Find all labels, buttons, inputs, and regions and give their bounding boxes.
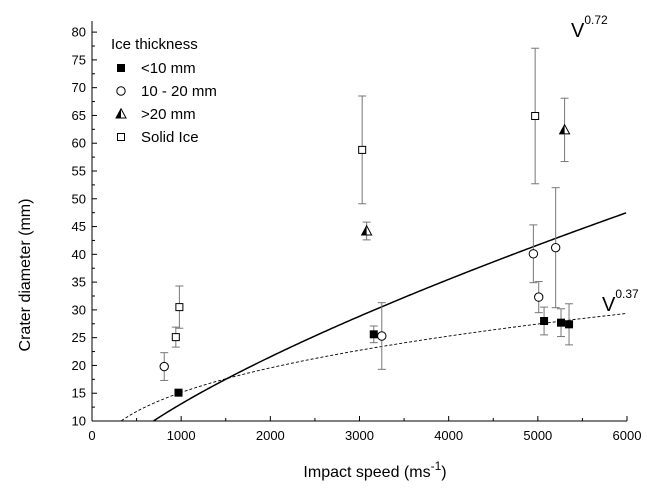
x-tick-label-2000: 2000 bbox=[256, 428, 285, 443]
y-tick-label-70: 70 bbox=[72, 80, 86, 95]
y-tick-label-10: 10 bbox=[72, 414, 86, 429]
data-point-s3-p2 bbox=[358, 95, 367, 205]
y-tick-label-60: 60 bbox=[72, 136, 86, 151]
marker bbox=[174, 388, 183, 397]
data-point-s1-p4 bbox=[550, 187, 561, 309]
fit-label-037-exp: 0.37 bbox=[615, 287, 639, 301]
marker bbox=[540, 317, 549, 325]
legend-marker-3 bbox=[117, 133, 125, 141]
legend-label-10-20: 10 - 20 mm bbox=[141, 83, 217, 100]
marker bbox=[360, 224, 373, 236]
x-axis-label-main: Impact speed (ms bbox=[303, 464, 430, 481]
data-point-s1-p1 bbox=[377, 302, 387, 370]
fit-label-037: V0.37 bbox=[602, 287, 639, 316]
x-tick-label-4000: 4000 bbox=[434, 428, 463, 443]
marker bbox=[175, 303, 184, 312]
y-tick-label-75: 75 bbox=[72, 52, 86, 67]
legend-title: Ice thickness bbox=[111, 36, 198, 53]
x-axis-label: Impact speed (ms-1) bbox=[303, 459, 446, 481]
marker bbox=[557, 318, 566, 327]
legend-marker-0 bbox=[117, 64, 125, 72]
y-tick-label-45: 45 bbox=[72, 219, 86, 234]
marker bbox=[377, 331, 387, 341]
data-point-s2-p1 bbox=[558, 97, 571, 163]
fit-label-072: V0.72 bbox=[571, 13, 608, 42]
marker-fill bbox=[559, 124, 565, 134]
tick-labels: 10 15 20 25 30 35 40 45 50 55 60 65 70 75 80 0 1000 2000 3… bbox=[72, 25, 642, 443]
y-tick-label-55: 55 bbox=[72, 164, 86, 179]
legend-label-solid: Solid Ice bbox=[141, 129, 199, 146]
y-tick-label-50: 50 bbox=[72, 191, 86, 206]
x-tick-label-3000: 3000 bbox=[345, 428, 374, 443]
data-point-s2-p0 bbox=[360, 221, 373, 241]
marker bbox=[550, 242, 561, 253]
fit-label-072-exp: 0.72 bbox=[584, 13, 608, 27]
axes bbox=[91, 21, 628, 422]
y-tick-label-80: 80 bbox=[72, 25, 86, 40]
x-axis-label-end: ) bbox=[441, 464, 446, 481]
y-tick-label-25: 25 bbox=[72, 330, 86, 345]
y-axis-label: Crater diameter (mm) bbox=[17, 199, 34, 352]
data-point-s0-p0 bbox=[174, 388, 183, 397]
y-tick-label-30: 30 bbox=[72, 302, 86, 317]
marker bbox=[171, 333, 180, 342]
legend-markers bbox=[115, 64, 127, 141]
data-point-s0-p3 bbox=[557, 308, 566, 338]
data-point-s1-p2 bbox=[528, 224, 539, 284]
x-axis-label-sup: -1 bbox=[431, 459, 442, 473]
data-point-s0-p4 bbox=[565, 303, 574, 346]
legend-marker-2-fill bbox=[116, 108, 121, 118]
legend-marker-1 bbox=[116, 86, 126, 96]
x-tick-label-1000: 1000 bbox=[167, 428, 196, 443]
y-tick-label-40: 40 bbox=[72, 247, 86, 262]
data-point-s3-p0 bbox=[171, 326, 180, 348]
legend-label-gt20: >20 mm bbox=[141, 106, 196, 123]
data-point-s0-p2 bbox=[540, 306, 549, 336]
y-tick-label-15: 15 bbox=[72, 386, 86, 401]
y-tick-label-65: 65 bbox=[72, 108, 86, 123]
fit-label-072-base: V bbox=[571, 20, 585, 42]
data-point-s1-p0 bbox=[159, 352, 169, 381]
y-tick-label-20: 20 bbox=[72, 358, 86, 373]
y-tick-label-35: 35 bbox=[72, 275, 86, 290]
x-tick-label-0: 0 bbox=[88, 428, 95, 443]
fit-curve-037 bbox=[121, 313, 627, 422]
x-tick-label-5000: 5000 bbox=[523, 428, 552, 443]
legend-label-lt10: <10 mm bbox=[141, 60, 196, 77]
data-point-s3-p1 bbox=[175, 285, 184, 329]
fit-curves bbox=[121, 212, 627, 422]
marker bbox=[369, 330, 378, 339]
data-point-s0-p1 bbox=[369, 325, 378, 344]
data-point-s3-p3 bbox=[531, 47, 540, 185]
marker bbox=[565, 320, 574, 329]
marker bbox=[531, 112, 540, 120]
fit-curve-072 bbox=[153, 212, 627, 422]
legend-marker-2 bbox=[115, 107, 127, 119]
marker bbox=[528, 249, 539, 259]
marker-fill bbox=[361, 225, 367, 235]
x-tick-label-6000: 6000 bbox=[613, 428, 642, 443]
data-point-s1-p3 bbox=[534, 281, 544, 314]
marker bbox=[159, 361, 169, 372]
marker bbox=[534, 292, 544, 302]
marker bbox=[358, 145, 367, 154]
marker bbox=[558, 123, 571, 135]
legend: Ice thickness <10 mm 10 - 20 mm >20 mm S… bbox=[111, 36, 217, 146]
fit-label-037-base: V bbox=[602, 294, 616, 316]
data-points bbox=[159, 47, 574, 397]
